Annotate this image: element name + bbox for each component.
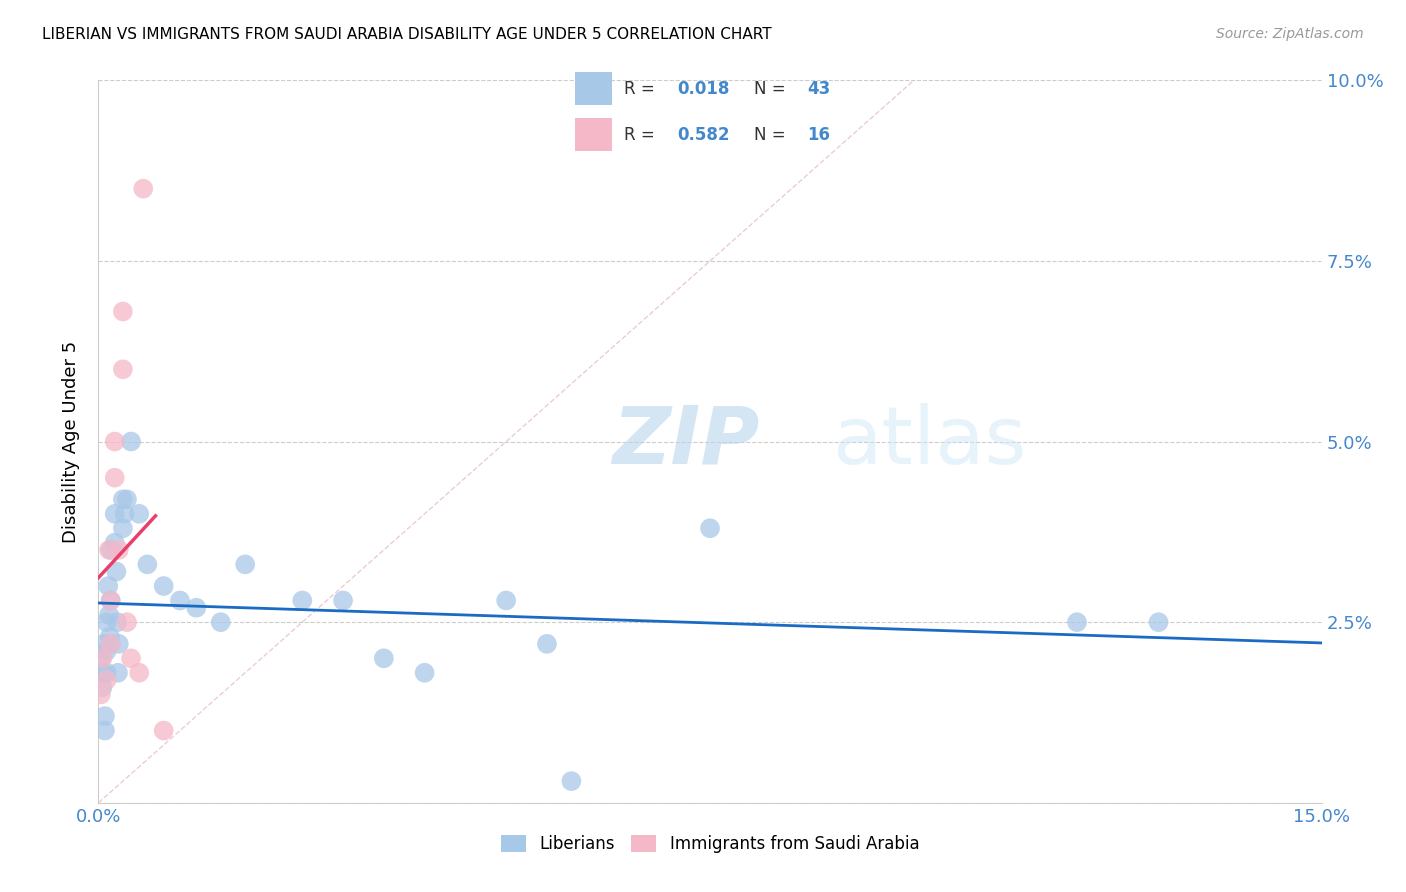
Point bbox=[373, 651, 395, 665]
Point bbox=[100, 637, 122, 651]
Point bbox=[115, 492, 138, 507]
Point bbox=[291, 593, 314, 607]
Point bbox=[105, 565, 128, 579]
Y-axis label: Disability Age Under 5: Disability Age Under 5 bbox=[62, 341, 80, 542]
Point bbox=[413, 665, 436, 680]
Point bbox=[98, 607, 121, 622]
Point bbox=[152, 579, 174, 593]
Point bbox=[104, 535, 127, 549]
Point bbox=[96, 644, 118, 658]
Point bbox=[209, 615, 232, 630]
Legend: Liberians, Immigrants from Saudi Arabia: Liberians, Immigrants from Saudi Arabia bbox=[494, 828, 927, 860]
Text: Source: ZipAtlas.com: Source: ZipAtlas.com bbox=[1216, 27, 1364, 41]
Point bbox=[104, 434, 127, 449]
Point bbox=[91, 665, 114, 680]
Point bbox=[111, 492, 134, 507]
Point bbox=[560, 774, 582, 789]
Point bbox=[93, 637, 115, 651]
Point bbox=[699, 521, 721, 535]
Text: 43: 43 bbox=[807, 80, 830, 98]
Point bbox=[115, 615, 138, 630]
Point bbox=[233, 558, 256, 572]
Point bbox=[111, 521, 134, 535]
FancyBboxPatch shape bbox=[575, 72, 612, 104]
Point bbox=[96, 615, 118, 630]
Point bbox=[90, 651, 112, 665]
Text: R =: R = bbox=[624, 80, 661, 98]
Point bbox=[1066, 615, 1088, 630]
Point bbox=[120, 651, 142, 665]
Point bbox=[97, 579, 120, 593]
Point bbox=[100, 542, 122, 557]
Point bbox=[536, 637, 558, 651]
Point bbox=[104, 471, 127, 485]
Point bbox=[128, 507, 150, 521]
Point bbox=[152, 723, 174, 738]
Point bbox=[111, 362, 134, 376]
Point bbox=[98, 630, 121, 644]
Point bbox=[108, 637, 131, 651]
Point bbox=[120, 434, 142, 449]
Point bbox=[332, 593, 354, 607]
Text: 16: 16 bbox=[807, 126, 830, 144]
Point bbox=[108, 542, 131, 557]
Point bbox=[132, 182, 155, 196]
Point bbox=[96, 665, 118, 680]
Point bbox=[186, 600, 208, 615]
Text: LIBERIAN VS IMMIGRANTS FROM SAUDI ARABIA DISABILITY AGE UNDER 5 CORRELATION CHAR: LIBERIAN VS IMMIGRANTS FROM SAUDI ARABIA… bbox=[42, 27, 772, 42]
FancyBboxPatch shape bbox=[575, 119, 612, 151]
Point bbox=[1147, 615, 1170, 630]
Text: N =: N = bbox=[754, 126, 792, 144]
Text: ZIP: ZIP bbox=[612, 402, 759, 481]
Point bbox=[94, 709, 117, 723]
Point bbox=[94, 723, 117, 738]
Point bbox=[128, 665, 150, 680]
Point bbox=[169, 593, 191, 607]
Point bbox=[91, 651, 114, 665]
Point bbox=[100, 593, 122, 607]
Point bbox=[91, 680, 114, 694]
Text: 0.582: 0.582 bbox=[676, 126, 730, 144]
Point bbox=[107, 665, 129, 680]
Point bbox=[90, 687, 112, 701]
Point bbox=[98, 542, 121, 557]
Point bbox=[104, 507, 127, 521]
Text: 0.018: 0.018 bbox=[676, 80, 730, 98]
Text: R =: R = bbox=[624, 126, 661, 144]
Point bbox=[96, 673, 118, 687]
Text: atlas: atlas bbox=[832, 402, 1026, 481]
Point bbox=[100, 637, 122, 651]
Point bbox=[114, 507, 136, 521]
Point bbox=[105, 615, 128, 630]
Point bbox=[136, 558, 159, 572]
Point bbox=[111, 304, 134, 318]
Point bbox=[495, 593, 517, 607]
Text: N =: N = bbox=[754, 80, 792, 98]
Point bbox=[100, 593, 122, 607]
